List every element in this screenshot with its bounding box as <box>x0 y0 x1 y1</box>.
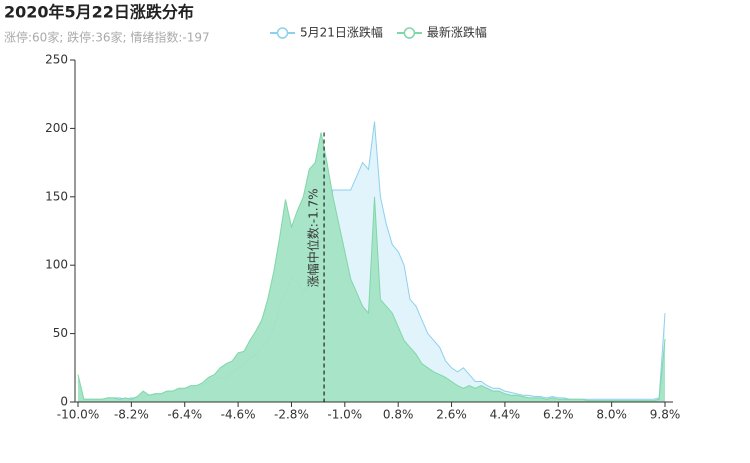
y-tick-label: 250 <box>45 53 68 67</box>
x-tick-label: 2.6% <box>436 408 467 422</box>
y-tick-label: 150 <box>45 189 68 203</box>
y-tick-label: 100 <box>45 258 68 272</box>
y-tick-label: 0 <box>60 395 68 409</box>
legend-label: 最新涨跌幅 <box>427 25 487 40</box>
x-tick-label: -8.2% <box>114 408 149 422</box>
median-label: 涨幅中位数:-1.7% <box>306 188 321 287</box>
x-tick-label: -6.4% <box>167 408 202 422</box>
x-tick-label: 6.2% <box>543 408 574 422</box>
y-tick-label: 50 <box>53 326 68 340</box>
x-tick-label: -10.0% <box>57 408 99 422</box>
chart-subtitle: 涨停:60家; 跌停:36家; 情绪指数:-197 <box>4 30 210 45</box>
chart-title: 2020年5月22日涨跌分布 <box>4 3 194 22</box>
x-tick-label: 9.8% <box>650 408 681 422</box>
x-tick-label: -1.0% <box>327 408 362 422</box>
x-tick-label: -4.6% <box>221 408 256 422</box>
legend-item: 5月21日涨跌幅 <box>270 25 383 40</box>
area-fill <box>78 132 665 402</box>
legend-item: 最新涨跌幅 <box>396 25 487 40</box>
legend-marker <box>276 27 289 39</box>
x-tick-label: 8.0% <box>596 408 627 422</box>
x-tick-label: 0.8% <box>383 408 414 422</box>
y-tick-label: 200 <box>45 121 68 135</box>
x-tick-label: -2.8% <box>274 408 309 422</box>
x-tick-label: 4.4% <box>490 408 521 422</box>
legend-label: 5月21日涨跌幅 <box>300 25 383 40</box>
area-line <box>77 132 666 402</box>
legend-marker <box>403 27 416 39</box>
